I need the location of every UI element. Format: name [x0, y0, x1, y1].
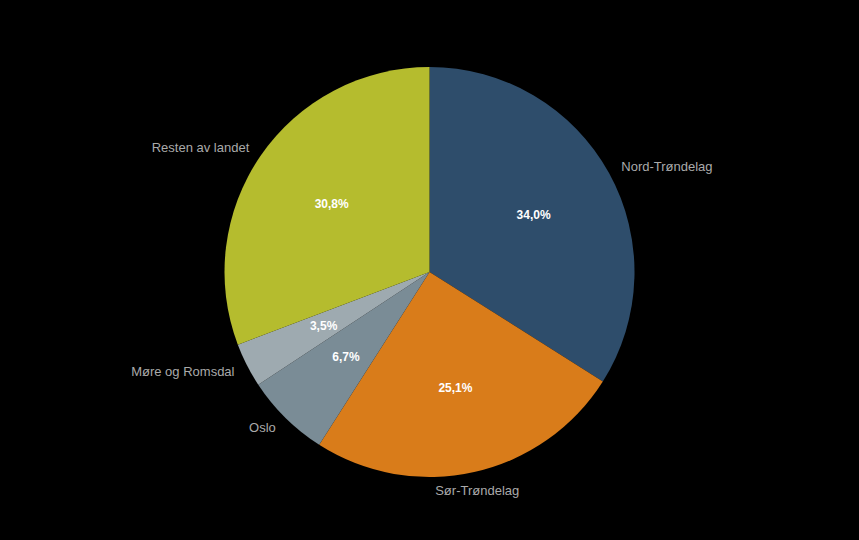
value-label: 6,7% [332, 350, 360, 364]
value-label: 34,0% [517, 208, 551, 222]
value-label: 25,1% [438, 381, 472, 395]
chart: 34,0% 25,1% 6,7% 3,5% 30,8% Nord-Trøndelag Sør… [0, 0, 859, 540]
value-label: 30,8% [315, 197, 349, 211]
labels: 34,0% 25,1% 6,7% 3,5% 30,8% Nord-Trøndelag Sør… [131, 140, 712, 498]
category-label: Sør-Trøndelag [435, 483, 519, 498]
pie: 34,0% 25,1% 6,7% 3,5% 30,8% Nord-Trøndelag Sør… [131, 67, 712, 498]
value-label: 3,5% [310, 319, 338, 333]
category-label: Resten av landet [152, 140, 250, 155]
slices [225, 67, 635, 477]
category-label: Oslo [249, 420, 276, 435]
category-label: Nord-Trøndelag [621, 159, 712, 174]
slice [225, 67, 430, 345]
background [0, 0, 859, 540]
category-label: Møre og Romsdal [131, 364, 234, 379]
